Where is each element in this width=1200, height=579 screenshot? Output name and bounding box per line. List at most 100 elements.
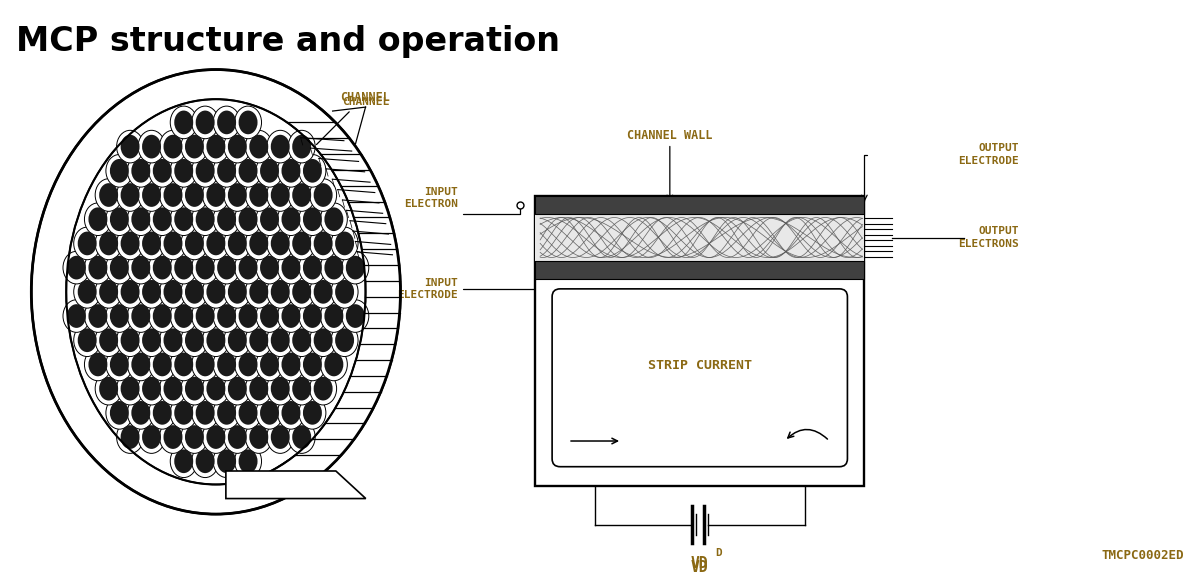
Ellipse shape [142, 328, 161, 352]
Ellipse shape [181, 324, 208, 357]
Ellipse shape [302, 207, 322, 231]
Ellipse shape [324, 256, 343, 280]
Ellipse shape [271, 328, 289, 352]
Ellipse shape [121, 232, 139, 255]
Ellipse shape [131, 353, 150, 376]
Ellipse shape [234, 106, 262, 139]
Ellipse shape [277, 397, 305, 429]
Ellipse shape [293, 135, 311, 159]
Ellipse shape [271, 377, 289, 401]
Ellipse shape [293, 425, 311, 449]
Ellipse shape [234, 348, 262, 381]
Ellipse shape [110, 207, 128, 231]
Ellipse shape [181, 372, 208, 405]
Ellipse shape [245, 179, 272, 211]
Ellipse shape [73, 227, 101, 260]
Ellipse shape [116, 421, 144, 453]
Ellipse shape [138, 421, 166, 453]
Ellipse shape [224, 324, 251, 357]
Ellipse shape [266, 227, 294, 260]
Text: OUTPUT
ELECTRONS: OUTPUT ELECTRONS [959, 226, 1019, 249]
Ellipse shape [174, 353, 193, 376]
Ellipse shape [277, 348, 305, 381]
Ellipse shape [127, 251, 155, 284]
Ellipse shape [131, 256, 150, 280]
Ellipse shape [106, 348, 133, 381]
Ellipse shape [271, 183, 289, 207]
Ellipse shape [163, 135, 182, 159]
Ellipse shape [342, 300, 368, 332]
Ellipse shape [239, 207, 258, 231]
Ellipse shape [160, 276, 186, 308]
Ellipse shape [302, 353, 322, 376]
Bar [535, 196, 864, 214]
Ellipse shape [277, 203, 305, 236]
Ellipse shape [170, 106, 197, 139]
Ellipse shape [106, 300, 133, 332]
Ellipse shape [170, 445, 197, 478]
Ellipse shape [196, 449, 215, 473]
Text: INPUT
ELECTRON: INPUT ELECTRON [404, 187, 458, 209]
Ellipse shape [239, 111, 258, 134]
Ellipse shape [106, 251, 133, 284]
Ellipse shape [324, 304, 343, 328]
Ellipse shape [192, 348, 218, 381]
Ellipse shape [228, 280, 247, 304]
Ellipse shape [217, 207, 236, 231]
Ellipse shape [84, 348, 112, 381]
Ellipse shape [266, 179, 294, 211]
Ellipse shape [121, 377, 139, 401]
Ellipse shape [260, 207, 278, 231]
Ellipse shape [282, 353, 300, 376]
Ellipse shape [302, 401, 322, 425]
Ellipse shape [245, 324, 272, 357]
Ellipse shape [110, 353, 128, 376]
Ellipse shape [302, 159, 322, 182]
Ellipse shape [234, 155, 262, 187]
Ellipse shape [89, 304, 107, 328]
Text: CHANNEL: CHANNEL [341, 91, 390, 104]
Ellipse shape [342, 251, 368, 284]
Ellipse shape [174, 401, 193, 425]
Ellipse shape [152, 304, 172, 328]
Ellipse shape [84, 203, 112, 236]
Ellipse shape [106, 155, 133, 187]
Ellipse shape [73, 276, 101, 308]
Ellipse shape [100, 232, 118, 255]
Ellipse shape [196, 401, 215, 425]
Ellipse shape [163, 232, 182, 255]
Ellipse shape [95, 372, 122, 405]
Ellipse shape [196, 353, 215, 376]
Ellipse shape [89, 207, 107, 231]
Ellipse shape [84, 300, 112, 332]
Ellipse shape [110, 159, 128, 182]
Polygon shape [226, 471, 366, 499]
Ellipse shape [310, 276, 337, 308]
Text: CHANNEL WALL: CHANNEL WALL [628, 129, 713, 142]
Ellipse shape [127, 348, 155, 381]
Ellipse shape [245, 276, 272, 308]
Ellipse shape [288, 324, 316, 357]
Ellipse shape [234, 445, 262, 478]
Ellipse shape [266, 276, 294, 308]
Ellipse shape [217, 353, 236, 376]
Ellipse shape [346, 256, 365, 280]
Ellipse shape [95, 179, 122, 211]
Ellipse shape [277, 155, 305, 187]
Ellipse shape [214, 106, 240, 139]
Ellipse shape [324, 353, 343, 376]
Ellipse shape [206, 232, 226, 255]
Ellipse shape [170, 155, 197, 187]
Ellipse shape [152, 353, 172, 376]
Ellipse shape [217, 256, 236, 280]
Ellipse shape [163, 280, 182, 304]
Ellipse shape [84, 251, 112, 284]
Ellipse shape [66, 99, 366, 485]
Ellipse shape [152, 401, 172, 425]
Ellipse shape [121, 425, 139, 449]
Ellipse shape [302, 304, 322, 328]
Ellipse shape [174, 111, 193, 134]
Ellipse shape [149, 251, 175, 284]
Ellipse shape [181, 179, 208, 211]
Ellipse shape [163, 183, 182, 207]
